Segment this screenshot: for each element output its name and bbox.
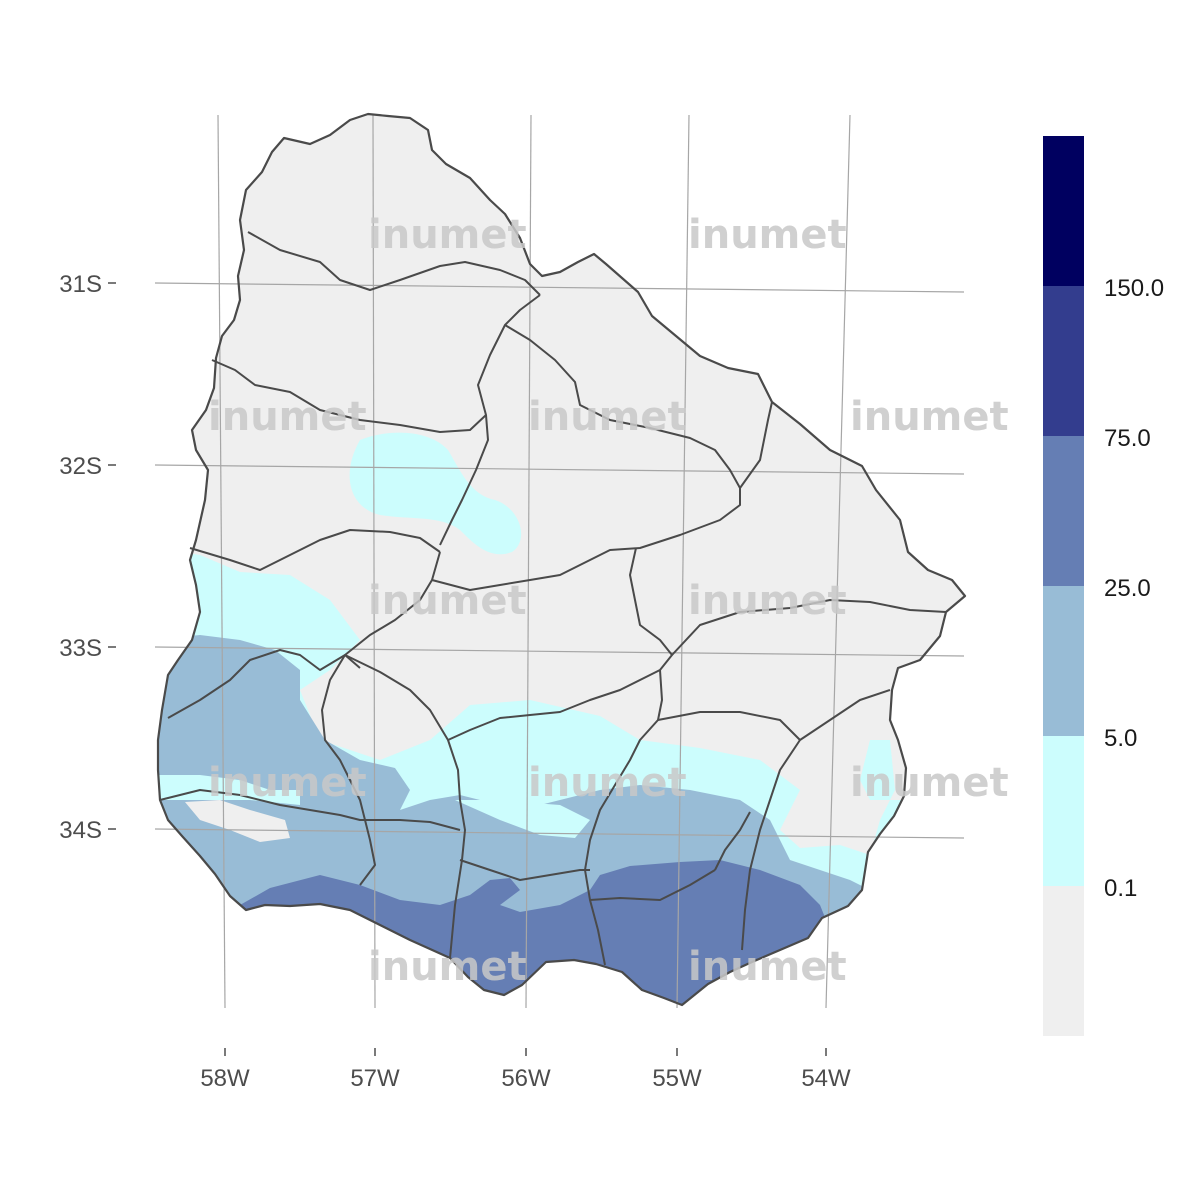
lat-tick-label: 34S xyxy=(59,817,102,844)
legend-swatch xyxy=(1043,886,1084,1036)
watermark-text: inumet xyxy=(208,760,367,806)
band-gray-pocket-west xyxy=(185,800,290,842)
legend-break-label: 5.0 xyxy=(1104,725,1137,752)
watermark-text: inumet xyxy=(528,394,687,440)
legend-swatch xyxy=(1043,736,1084,886)
band-0.1-5-north xyxy=(349,432,522,555)
watermark-text: inumet xyxy=(368,944,527,990)
legend-swatch xyxy=(1043,136,1084,286)
lon-tick-label: 54W xyxy=(801,1065,851,1092)
watermark-text: inumet xyxy=(850,760,1009,806)
legend-break-label: 150.0 xyxy=(1104,275,1164,302)
watermark-text: inumet xyxy=(368,212,527,258)
lat-axis: 31S 32S 33S 34S xyxy=(59,271,116,844)
watermark-text: inumet xyxy=(368,578,527,624)
watermark-text: inumet xyxy=(528,760,687,806)
lon-tick-label: 57W xyxy=(350,1065,400,1092)
lon-tick-label: 56W xyxy=(501,1065,551,1092)
watermark-text: inumet xyxy=(688,578,847,624)
watermark-text: inumet xyxy=(850,394,1009,440)
country-outline xyxy=(156,112,967,1007)
band-0.1-5-pocket-mid xyxy=(455,800,590,838)
legend-break-label: 0.1 xyxy=(1104,875,1137,902)
lat-tick-label: 32S xyxy=(59,453,102,480)
department-borders xyxy=(159,231,947,966)
legend-break-label: 75.0 xyxy=(1104,425,1151,452)
watermark-text: inumet xyxy=(688,212,847,258)
legend-swatch xyxy=(1043,586,1084,736)
lon-tick-label: 55W xyxy=(652,1065,702,1092)
watermark-text: inumet xyxy=(688,944,847,990)
watermarks: inumet inumet inumet inumet inumet inume… xyxy=(208,212,1009,990)
legend: 150.0 75.0 25.0 5.0 0.1 xyxy=(1043,136,1164,1036)
lon-axis: 58W 57W 56W 55W 54W xyxy=(200,1048,851,1092)
lat-tick-label: 31S xyxy=(59,271,102,298)
band-0.1-5-pocket-west xyxy=(158,775,300,805)
legend-swatch xyxy=(1043,286,1084,436)
graticule xyxy=(154,114,965,1009)
lon-tick-label: 58W xyxy=(200,1065,250,1092)
legend-swatch xyxy=(1043,436,1084,586)
watermark-text: inumet xyxy=(208,394,367,440)
legend-break-label: 25.0 xyxy=(1104,575,1151,602)
lat-tick-label: 33S xyxy=(59,635,102,662)
